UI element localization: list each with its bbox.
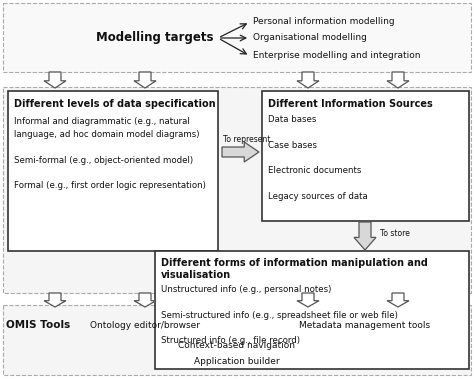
Polygon shape <box>44 293 66 307</box>
Text: Unstructured info (e.g., personal notes)

Semi-structured info (e.g., spreadshee: Unstructured info (e.g., personal notes)… <box>161 285 398 345</box>
Text: Ontology editor/browser: Ontology editor/browser <box>90 321 200 329</box>
Bar <box>3 305 471 375</box>
Text: Metadata management tools: Metadata management tools <box>300 321 430 329</box>
Text: Informal and diagrammatic (e.g., natural
language, ad hoc domain model diagrams): Informal and diagrammatic (e.g., natural… <box>14 117 206 190</box>
Polygon shape <box>134 293 156 307</box>
Text: Personal information modelling: Personal information modelling <box>253 17 395 27</box>
Text: Organisational modelling: Organisational modelling <box>253 33 367 42</box>
Bar <box>8 91 218 251</box>
Text: OMIS Tools: OMIS Tools <box>6 320 70 330</box>
Text: Enterprise modelling and integration: Enterprise modelling and integration <box>253 52 420 61</box>
Polygon shape <box>222 142 259 162</box>
Polygon shape <box>354 222 376 250</box>
Bar <box>3 3 471 72</box>
Text: To represent: To represent <box>223 135 270 144</box>
Polygon shape <box>297 72 319 88</box>
Text: Application builder: Application builder <box>194 357 280 366</box>
Bar <box>262 91 469 221</box>
Text: Different forms of information manipulation and
visualisation: Different forms of information manipulat… <box>161 258 428 280</box>
Text: Different Information Sources: Different Information Sources <box>268 99 433 109</box>
Text: Data bases

Case bases

Electronic documents

Legacy sources of data: Data bases Case bases Electronic documen… <box>268 115 368 201</box>
Text: To store: To store <box>380 230 410 238</box>
Polygon shape <box>297 293 319 307</box>
Bar <box>3 87 471 293</box>
Bar <box>155 251 469 369</box>
Text: Context-based navigation: Context-based navigation <box>179 340 295 349</box>
Polygon shape <box>44 72 66 88</box>
Polygon shape <box>387 293 409 307</box>
Polygon shape <box>134 72 156 88</box>
Text: Modelling targets: Modelling targets <box>96 31 214 44</box>
Text: Different levels of data specification: Different levels of data specification <box>14 99 216 109</box>
Polygon shape <box>387 72 409 88</box>
